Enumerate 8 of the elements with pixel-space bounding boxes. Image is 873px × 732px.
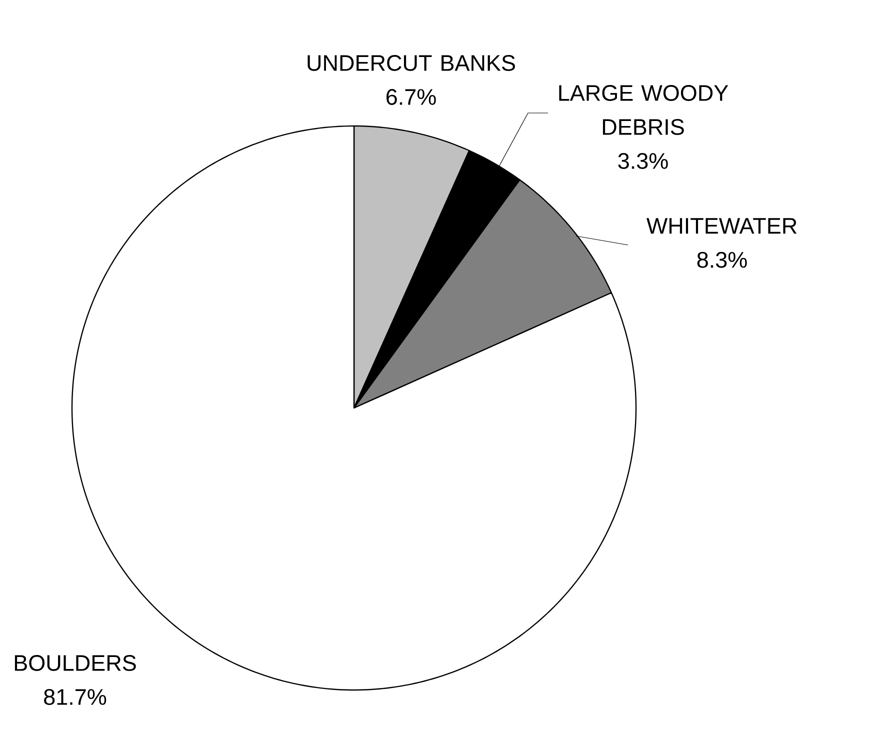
data-label: 3.3% — [618, 153, 668, 169]
data-label: 8.3% — [697, 252, 747, 268]
data-label: 6.7% — [386, 89, 436, 105]
data-label: 81.7% — [44, 689, 106, 705]
slice-label: LARGE WOODY DEBRIS — [559, 85, 728, 135]
slice-label: WHITEWATER — [646, 218, 797, 234]
slice-label: BOULDERS — [14, 655, 136, 671]
slice-label: UNDERCUT BANKS — [308, 55, 515, 71]
